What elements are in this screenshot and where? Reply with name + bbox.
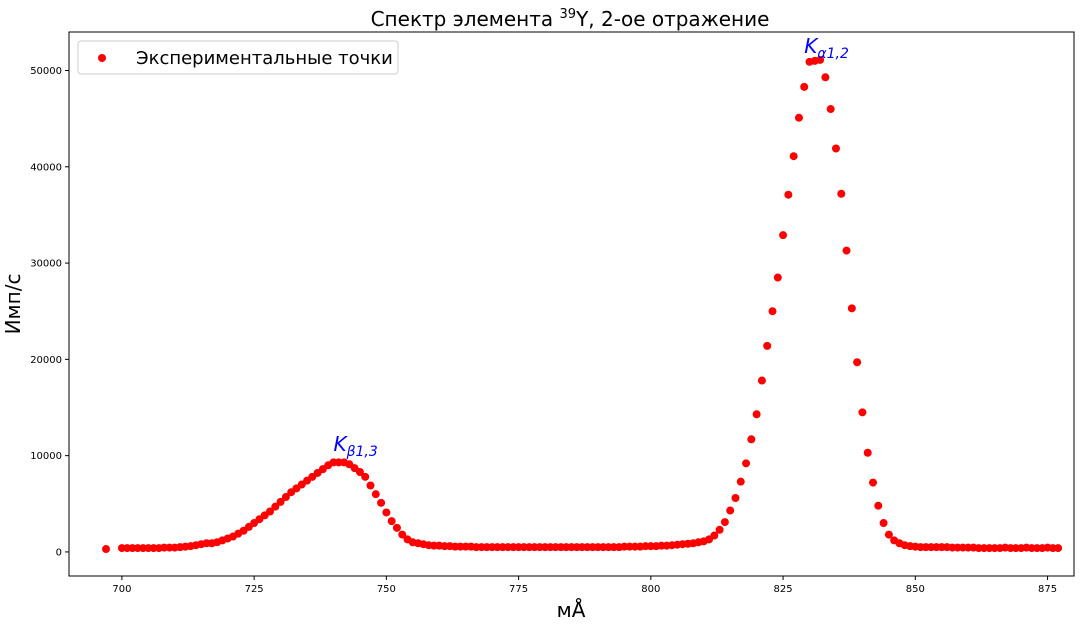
data-point	[831, 144, 840, 153]
data-point	[355, 468, 364, 477]
x-tick-label: 775	[509, 584, 528, 595]
data-point	[837, 189, 846, 198]
data-point	[266, 507, 274, 516]
data-point	[361, 472, 370, 481]
peak-annotation: Kβ1,3	[333, 432, 377, 460]
data-point	[752, 410, 761, 419]
data-point	[847, 304, 856, 313]
data-point	[742, 459, 751, 468]
data-point	[726, 506, 735, 515]
data-point	[710, 531, 719, 540]
data-point	[879, 519, 888, 528]
chart-title-prefix: Спектр элемента	[371, 7, 560, 31]
legend-marker	[98, 54, 106, 62]
data-point	[884, 530, 893, 539]
chart-title: Спектр элемента 39Y, 2-ое отражение	[371, 7, 770, 31]
data-point	[371, 490, 380, 499]
axis-ticks: 700 725 750 775 800 825 850 875 0 10000 20000 30000…	[30, 66, 1057, 595]
data-point	[398, 530, 407, 539]
plot-frame	[68, 31, 1075, 577]
annotation-base: K	[333, 432, 348, 456]
y-tick-label: 40000	[30, 162, 62, 173]
y-tick-label: 50000	[30, 66, 62, 77]
data-point	[863, 448, 872, 457]
y-tick-label: 0	[56, 547, 62, 558]
data-point	[869, 478, 877, 487]
data-point	[789, 152, 798, 161]
data-point	[816, 55, 825, 64]
data-point	[784, 190, 793, 199]
chart-title-suffix: Y, 2-ое отражение	[575, 7, 769, 31]
data-point	[281, 493, 290, 502]
annotation-base: K	[804, 34, 819, 58]
data-point	[271, 502, 280, 511]
data-point	[387, 517, 396, 526]
y-tick-label: 10000	[30, 451, 62, 462]
data-point	[102, 545, 111, 554]
data-point	[821, 73, 830, 82]
data-point	[874, 501, 883, 510]
y-tick-label: 20000	[30, 355, 62, 366]
x-tick-label: 800	[641, 584, 660, 595]
x-tick-label: 750	[377, 584, 396, 595]
legend: Экспериментальные точки	[77, 40, 399, 75]
data-point	[392, 523, 401, 532]
data-point	[382, 508, 391, 517]
data-point	[736, 477, 745, 486]
peak-annotation: Kα1,2	[804, 34, 849, 62]
data-point	[853, 358, 862, 367]
data-point	[826, 105, 835, 114]
data-point	[842, 246, 851, 255]
data-point	[794, 113, 803, 122]
data-point	[858, 408, 867, 417]
y-axis-label: Имп/с	[1, 274, 25, 335]
data-point	[276, 497, 285, 506]
data-point	[747, 435, 756, 444]
data-point	[720, 518, 729, 527]
data-point	[731, 494, 740, 503]
data-point	[715, 525, 724, 534]
x-tick-label: 875	[1038, 584, 1057, 595]
data-point	[377, 498, 386, 507]
x-tick-label: 825	[774, 584, 793, 595]
y-tick-label: 30000	[30, 259, 62, 270]
x-axis-label: мÅ	[557, 598, 586, 622]
legend-box	[77, 40, 399, 75]
data-point	[757, 376, 766, 385]
legend-label: Экспериментальные точки	[136, 48, 393, 69]
data-point	[800, 82, 809, 91]
data-points	[102, 55, 1063, 554]
data-point	[1054, 544, 1063, 553]
x-tick-label: 725	[245, 584, 264, 595]
x-tick-label: 850	[906, 584, 925, 595]
data-point	[763, 341, 772, 350]
data-point	[768, 307, 777, 316]
data-point	[779, 231, 788, 240]
data-point	[773, 273, 782, 282]
data-point	[366, 481, 375, 490]
chart-title-sup: 39	[560, 7, 577, 22]
annotation-sub: β1,3	[346, 444, 378, 460]
annotation-sub: α1,2	[817, 46, 849, 62]
x-tick-label: 700	[112, 584, 131, 595]
